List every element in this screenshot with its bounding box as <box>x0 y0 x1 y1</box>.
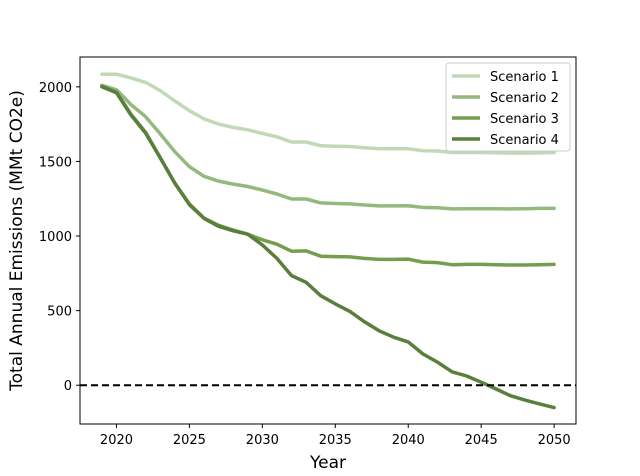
legend-entry-3: Scenario 3 <box>490 112 559 127</box>
x-tick-label: 2045 <box>465 433 498 448</box>
y-tick-label: 500 <box>47 305 72 320</box>
legend-box <box>445 62 571 152</box>
axes-frame <box>79 56 577 425</box>
x-axis-ticks: 2020 2025 2030 2035 2040 2045 2050 <box>100 424 571 448</box>
series-line-1 <box>100 72 556 155</box>
legend-entry-1: Scenario 1 <box>490 70 559 85</box>
legend: Scenario 1 Scenario 2 Scenario 3 Scenario 4 <box>445 62 571 152</box>
y-tick-label: 1500 <box>39 155 72 170</box>
x-tick-label: 2050 <box>538 433 571 448</box>
y-tick-label: 0 <box>64 379 72 394</box>
x-axis-label: Year <box>309 453 346 473</box>
y-tick-label: 2000 <box>39 81 72 96</box>
series-line-2 <box>100 83 556 211</box>
x-tick-label: 2040 <box>392 433 425 448</box>
x-tick-label: 2035 <box>319 433 352 448</box>
y-axis-label: Total Annual Emissions (MMt CO2e) <box>7 90 27 392</box>
series-line-4 <box>100 85 556 410</box>
legend-entry-4: Scenario 4 <box>490 133 559 148</box>
y-axis-ticks: 0 500 1000 1500 2000 <box>39 81 80 394</box>
x-tick-label: 2020 <box>100 433 133 448</box>
y-tick-label: 1000 <box>39 230 72 245</box>
x-tick-label: 2030 <box>246 433 279 448</box>
plot-area <box>100 72 556 410</box>
legend-entry-2: Scenario 2 <box>490 91 559 106</box>
x-tick-label: 2025 <box>173 433 206 448</box>
